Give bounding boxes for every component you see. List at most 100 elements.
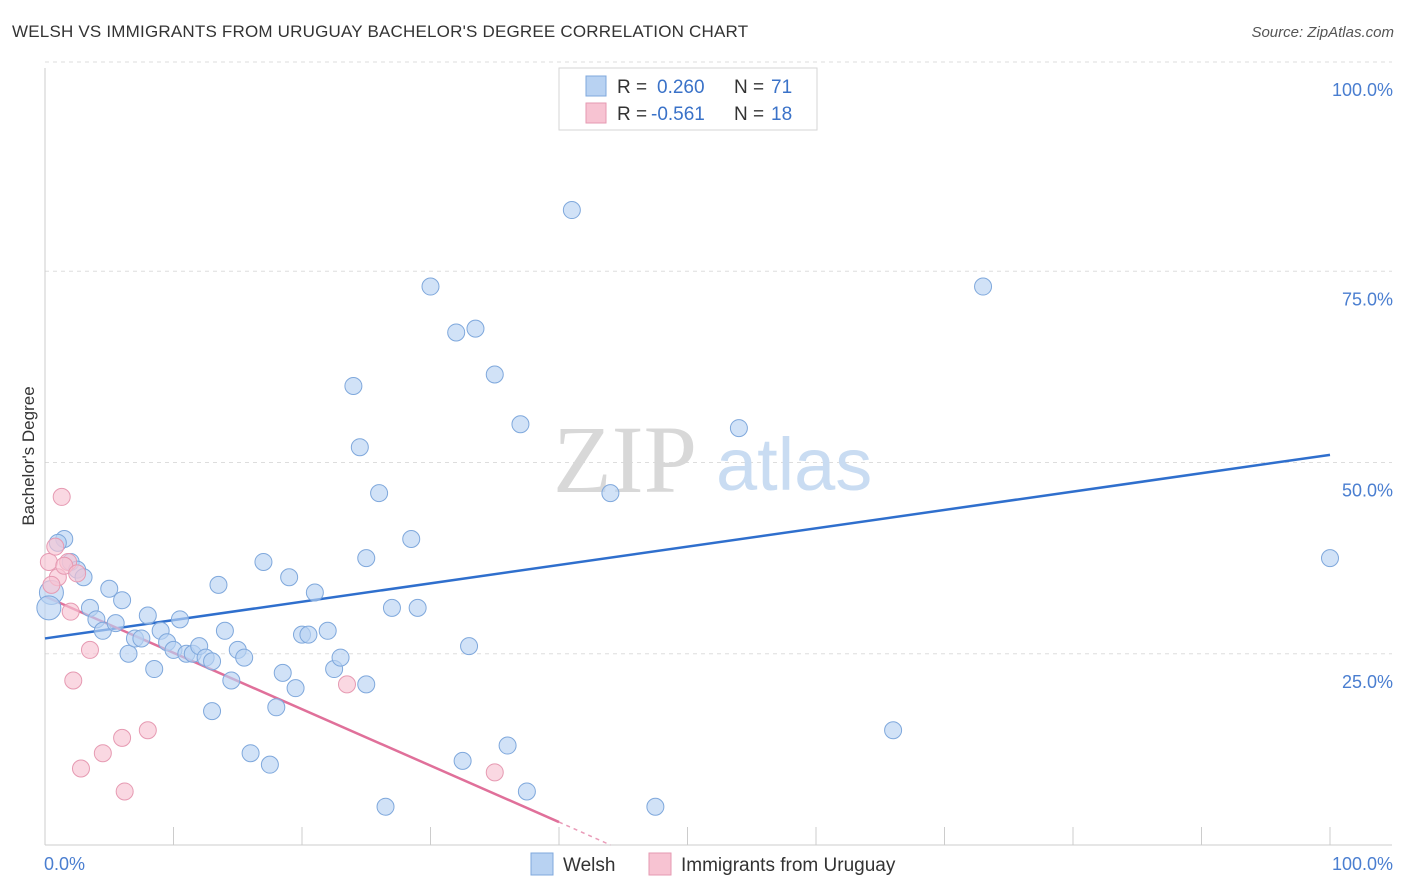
- data-points: [36, 201, 1339, 816]
- point-welsh-31: [241, 744, 260, 763]
- y-tick-label-25: 25.0%: [1342, 672, 1393, 692]
- legend-swatch-welsh: [585, 75, 607, 97]
- point-welsh-52: [408, 598, 427, 617]
- point-welsh-60: [511, 415, 530, 434]
- trend-line-welsh: [44, 453, 1331, 640]
- point-uruguay-14: [485, 763, 504, 782]
- point-welsh-50: [382, 598, 401, 617]
- point-welsh-30: [235, 648, 254, 667]
- grid-lines: [45, 61, 1392, 655]
- point-uruguay-17: [68, 564, 87, 583]
- point-welsh-48: [370, 484, 389, 503]
- point-welsh-8: [100, 579, 119, 598]
- x-tick-label-0: 0.0%: [44, 854, 85, 874]
- point-uruguay-15: [42, 575, 61, 594]
- point-welsh-41: [318, 621, 337, 640]
- point-welsh-10: [113, 591, 132, 610]
- point-uruguay-0: [39, 552, 58, 571]
- point-welsh-64: [646, 797, 665, 816]
- y-tick-label-75: 75.0%: [1342, 289, 1393, 309]
- point-welsh-15: [145, 660, 164, 679]
- point-welsh-53: [421, 277, 440, 296]
- legend-n-value-uruguay: 18: [771, 104, 792, 125]
- point-welsh-56: [460, 637, 479, 656]
- point-uruguay-3: [52, 487, 71, 506]
- point-uruguay-7: [71, 759, 90, 778]
- legend-swatch-uruguay: [585, 102, 607, 124]
- point-welsh-62: [562, 201, 581, 220]
- chart-title: WELSH VS IMMIGRANTS FROM URUGUAY BACHELO…: [12, 22, 749, 41]
- point-uruguay-1: [46, 537, 65, 556]
- point-welsh-33: [260, 755, 279, 774]
- point-uruguay-6: [64, 671, 83, 690]
- point-welsh-35: [273, 663, 292, 682]
- axes: [44, 68, 1392, 846]
- point-welsh-28: [222, 671, 241, 690]
- y-tick-label-50: 50.0%: [1342, 481, 1393, 501]
- point-welsh-13: [132, 629, 151, 648]
- point-welsh-67: [974, 277, 993, 296]
- point-welsh-51: [402, 530, 421, 548]
- chart-source: Source: ZipAtlas.com: [1251, 24, 1394, 41]
- point-welsh-70: [36, 595, 62, 621]
- point-welsh-47: [357, 549, 376, 568]
- legend-n-value-welsh: 71: [771, 77, 792, 98]
- legend-r-label-uruguay: R =: [617, 104, 647, 125]
- point-uruguay-10: [113, 728, 132, 747]
- point-welsh-32: [254, 552, 273, 571]
- legend-r-value-welsh: 0.260: [657, 77, 705, 98]
- point-welsh-37: [286, 679, 305, 698]
- trend-line-uruguay-extension: [558, 821, 611, 846]
- point-welsh-25: [203, 702, 222, 721]
- point-welsh-26: [209, 575, 228, 594]
- watermark-atlas: atlas: [716, 423, 872, 506]
- bottom-legend-swatch-uruguay: [648, 852, 672, 876]
- point-welsh-19: [170, 610, 189, 629]
- y-axis-title: Bachelor's Degree: [19, 386, 38, 525]
- point-welsh-61: [517, 782, 536, 801]
- point-welsh-58: [485, 365, 504, 384]
- x-tick-label-100: 100.0%: [1332, 854, 1393, 874]
- point-welsh-55: [453, 751, 472, 770]
- tick-labels: 25.0% 50.0% 75.0% 100.0% 0.0% 100.0%: [44, 80, 1393, 874]
- point-welsh-34: [267, 698, 286, 717]
- point-welsh-11: [119, 644, 138, 663]
- bottom-legend-label-welsh: Welsh: [563, 855, 615, 876]
- legend-r-value-uruguay: -0.561: [651, 104, 705, 125]
- point-welsh-27: [215, 621, 234, 640]
- point-welsh-39: [299, 625, 318, 644]
- point-welsh-65: [729, 419, 748, 438]
- point-welsh-66: [884, 721, 903, 740]
- point-uruguay-5: [61, 602, 80, 621]
- point-welsh-46: [357, 675, 376, 694]
- point-uruguay-12: [138, 721, 157, 740]
- bottom-legend-swatch-welsh: [530, 852, 554, 876]
- point-uruguay-13: [337, 675, 356, 694]
- point-uruguay-9: [93, 744, 112, 763]
- point-welsh-57: [466, 319, 485, 338]
- series-legend: Welsh Immigrants from Uruguay: [530, 852, 896, 876]
- point-welsh-59: [498, 736, 517, 755]
- watermark-zip: ZIP: [553, 406, 697, 513]
- point-welsh-43: [331, 648, 350, 667]
- point-welsh-24: [203, 652, 222, 671]
- point-welsh-40: [305, 583, 324, 602]
- point-welsh-44: [344, 377, 363, 395]
- point-welsh-54: [447, 323, 466, 342]
- stats-legend: R = 0.260 N = 71 R = -0.561 N = 18: [558, 67, 818, 131]
- point-welsh-68: [1321, 549, 1339, 568]
- point-welsh-14: [138, 606, 157, 625]
- point-uruguay-8: [80, 640, 99, 659]
- legend-r-label-welsh: R =: [617, 77, 647, 98]
- point-welsh-9: [106, 614, 125, 633]
- bottom-legend-label-uruguay: Immigrants from Uruguay: [681, 855, 896, 876]
- point-uruguay-11: [115, 782, 134, 801]
- point-welsh-63: [601, 484, 620, 503]
- point-welsh-49: [376, 797, 395, 816]
- point-welsh-36: [280, 568, 299, 587]
- watermark: ZIP atlas: [553, 406, 872, 513]
- legend-n-label-welsh: N =: [734, 77, 764, 98]
- legend-n-label-uruguay: N =: [734, 104, 764, 125]
- point-welsh-45: [350, 438, 369, 457]
